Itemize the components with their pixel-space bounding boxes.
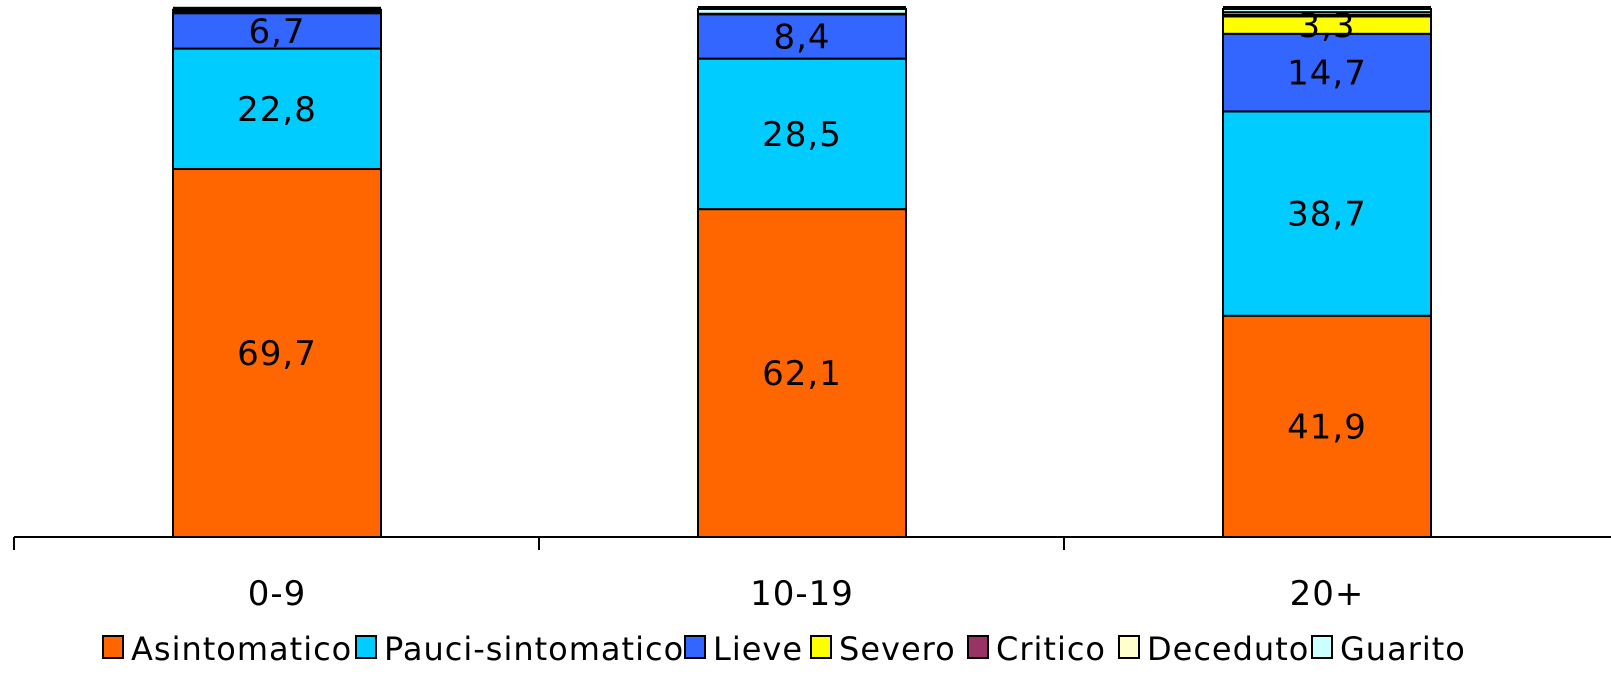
bar-segment-pauci-sintomatico-2 (1222, 110, 1432, 317)
data-label: 38,7 (1287, 195, 1367, 235)
data-label: 69,7 (237, 334, 317, 374)
legend-label: Lieve (713, 630, 803, 668)
data-label: 14,7 (1287, 54, 1367, 94)
bar-segment-asintomatico-0 (172, 167, 382, 538)
bar-segment-pauci-sintomatico-0 (172, 47, 382, 170)
bars-layer (172, 6, 1432, 538)
legend-label: Asintomatico (131, 630, 352, 668)
bar-top-cap-1 (698, 6, 906, 10)
bar-top-cap-2 (1223, 6, 1431, 10)
data-label: 22,8 (237, 90, 317, 130)
legend-swatch-critico (967, 635, 989, 659)
legend-swatch-pauci-sintomatico (355, 635, 377, 659)
data-label: 8,4 (773, 17, 830, 57)
legend: Asintomatico Pauci-sintomatico Lieve Severo… (102, 630, 1466, 668)
legend-label: Critico (996, 630, 1106, 668)
x-tick-label: 0-9 (248, 574, 307, 614)
legend-swatch-lieve (684, 635, 706, 659)
bar-segment-asintomatico-2 (1222, 314, 1432, 538)
data-label: 28,5 (762, 115, 842, 155)
data-label: 62,1 (762, 354, 842, 394)
legend-label: Deceduto (1147, 630, 1309, 668)
bar-top-cap-0 (173, 6, 381, 11)
legend-label: Severo (839, 630, 956, 668)
legend-swatch-guarito (1311, 635, 1333, 659)
data-label: 41,9 (1287, 407, 1367, 447)
legend-swatch-asintomatico (102, 635, 124, 659)
data-label: 3,3 (1298, 6, 1355, 46)
legend-label: Guarito (1340, 630, 1466, 668)
x-axis: 0-9 10-19 20+ (13, 536, 1611, 614)
x-tick-label: 10-19 (750, 574, 854, 614)
legend-swatch-deceduto (1118, 635, 1140, 659)
data-labels-layer: 69,7 22,8 6,7 62,1 28,5 8,4 41,9 38,7 14,7 3,3 (237, 6, 1367, 447)
legend-swatch-severo (810, 635, 832, 659)
x-tick-label: 20+ (1290, 574, 1365, 614)
legend-label: Pauci-sintomatico (384, 630, 684, 668)
data-label: 6,7 (248, 12, 305, 52)
